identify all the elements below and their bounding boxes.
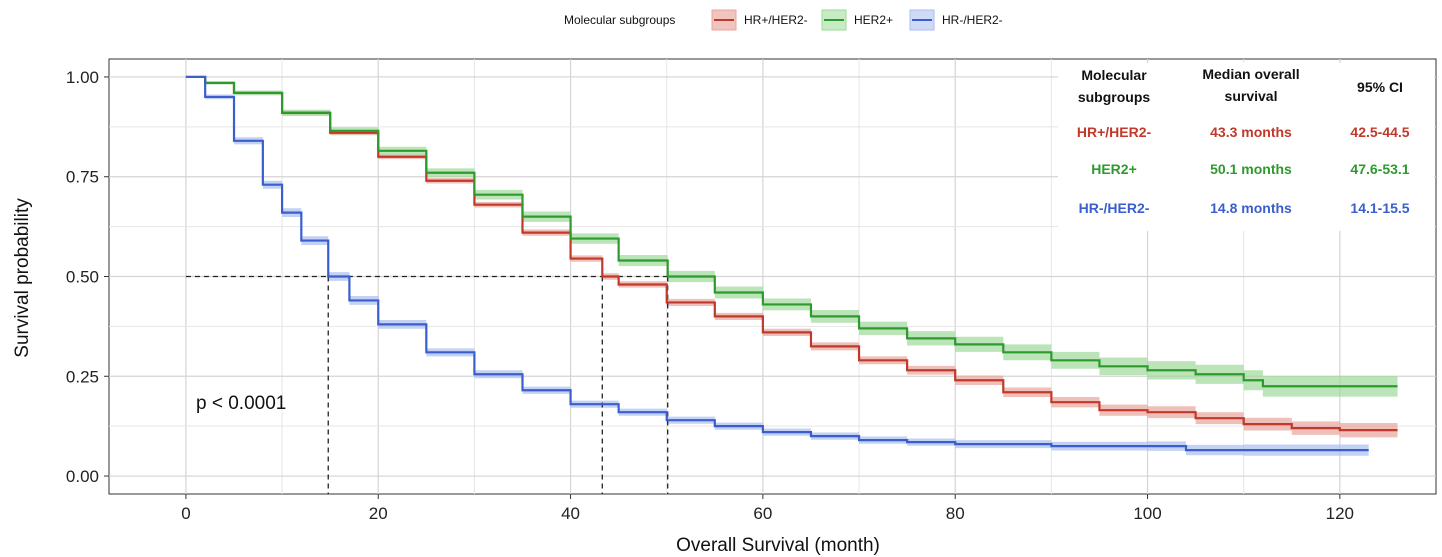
y-tick-label: 0.25 — [66, 367, 99, 386]
legend-label-triple-neg: HR-/HER2- — [942, 13, 1003, 27]
y-axis-title: Survival probability — [12, 198, 33, 358]
survival-curve-hr-pos — [185, 75, 1398, 432]
legend: Molecular subgroups HR+/HER2- HER2+ HR-/… — [564, 9, 1003, 31]
legend-item-hr-pos: HR+/HER2- — [711, 9, 808, 31]
y-tick-label: 1.00 — [66, 68, 99, 87]
x-tick-label: 20 — [369, 504, 388, 523]
y-tick-label: 0.50 — [66, 268, 99, 287]
survival-curve-her2 — [185, 75, 1398, 388]
x-tick-label: 0 — [181, 504, 190, 523]
table-row-hr-pos-group: HR+/HER2- — [1077, 124, 1152, 140]
median-table: Molecular subgroups Median overall survi… — [1058, 63, 1434, 231]
x-tick-label: 80 — [946, 504, 965, 523]
table-row-triple-neg-median: 14.8 months — [1210, 200, 1292, 216]
x-tick-label: 120 — [1326, 504, 1354, 523]
x-tick-label: 40 — [561, 504, 580, 523]
legend-item-her2: HER2+ — [821, 9, 893, 31]
table-header-median-line2: survival — [1225, 88, 1278, 104]
table-header-median-line1: Median overall — [1202, 66, 1299, 82]
survival-curves — [185, 75, 1398, 452]
table-row-hr-pos-median: 43.3 months — [1210, 124, 1292, 140]
table-row-her2-group: HER2+ — [1091, 161, 1137, 177]
legend-label-her2: HER2+ — [854, 13, 893, 27]
y-tick-label: 0.00 — [66, 467, 99, 486]
legend-label-hr-pos: HR+/HER2- — [744, 13, 808, 27]
survival-curve-triple-neg — [185, 75, 1369, 452]
table-row-triple-neg-ci: 14.1-15.5 — [1350, 200, 1409, 216]
table-header-subgroups-line1: Molecular — [1081, 67, 1147, 83]
table-row-hr-pos-ci: 42.5-44.5 — [1350, 124, 1409, 140]
y-axis-ticks: 0.00 0.25 0.50 0.75 1.00 — [66, 68, 109, 486]
x-axis-title: Overall Survival (month) — [676, 535, 880, 556]
p-value-annotation: p < 0.0001 — [196, 393, 286, 414]
x-tick-label: 60 — [753, 504, 772, 523]
x-axis-ticks: 0 20 40 60 80 100 120 — [181, 494, 1354, 523]
median-reference-lines — [185, 275, 669, 494]
x-tick-label: 100 — [1133, 504, 1161, 523]
legend-item-triple-neg: HR-/HER2- — [909, 9, 1003, 31]
table-header-ci: 95% CI — [1357, 79, 1403, 95]
table-header-subgroups-line2: subgroups — [1078, 89, 1151, 105]
median-table-background — [1058, 63, 1434, 231]
legend-title: Molecular subgroups — [564, 13, 675, 27]
table-row-triple-neg-group: HR-/HER2- — [1079, 200, 1150, 216]
table-row-her2-median: 50.1 months — [1210, 161, 1292, 177]
table-row-her2-ci: 47.6-53.1 — [1350, 161, 1409, 177]
y-tick-label: 0.75 — [66, 168, 99, 187]
